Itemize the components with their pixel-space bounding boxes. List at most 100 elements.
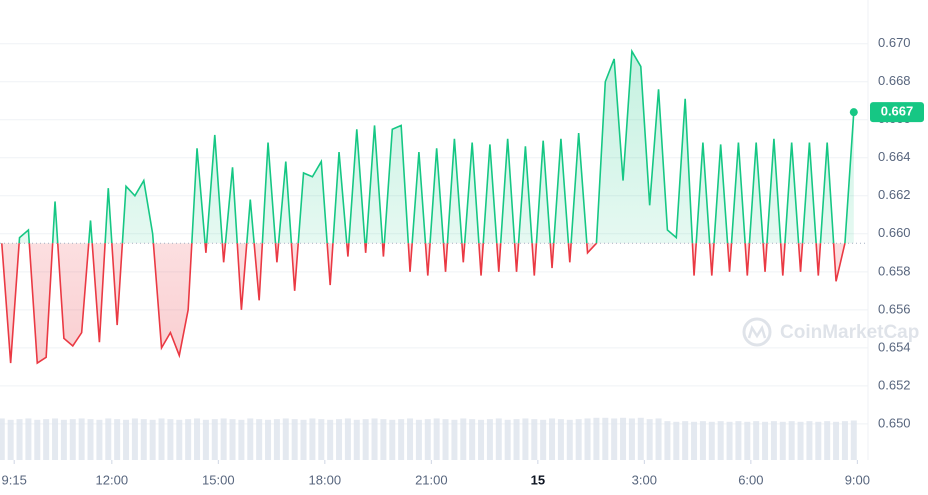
volume-bar	[344, 418, 351, 460]
volume-bar	[602, 417, 609, 460]
area-above	[19, 51, 854, 244]
volume-bar	[256, 419, 263, 460]
x-tick-label: 3:00	[632, 472, 657, 487]
y-tick-label: 0.654	[878, 339, 911, 354]
volume-bar	[735, 421, 742, 460]
volume-bar	[682, 421, 689, 460]
volume-bar	[433, 418, 440, 460]
volume-bar	[824, 421, 831, 460]
volume-bar	[69, 419, 76, 460]
volume-bar	[815, 421, 822, 460]
volume-bar	[495, 418, 502, 460]
volume-bar	[486, 419, 493, 460]
volume-bar	[16, 419, 23, 460]
volume-bar	[7, 419, 14, 460]
volume-bar	[309, 418, 316, 460]
watermark: CoinMarketCap	[742, 317, 919, 347]
volume-bar	[25, 418, 32, 460]
y-tick-label: 0.656	[878, 301, 911, 316]
volume-bar	[291, 419, 298, 460]
price-line-above	[1, 48, 855, 244]
volume-bar	[762, 421, 769, 460]
volume-bar	[265, 419, 272, 460]
volume-bar	[770, 421, 777, 460]
price-tag-label: 0.667	[881, 104, 914, 119]
x-tick-label: 9:00	[845, 472, 870, 487]
volume-bar	[167, 419, 174, 460]
volume-bar	[646, 419, 653, 460]
volume-bar	[753, 421, 760, 460]
volume-bar	[0, 418, 5, 460]
y-tick-label: 0.670	[878, 35, 911, 50]
volume-bar	[52, 418, 59, 460]
x-tick-label: 6:00	[738, 472, 763, 487]
volume-bar	[78, 418, 85, 460]
volume-bar	[389, 419, 396, 460]
volume-bar	[220, 418, 227, 460]
volume-bar	[841, 421, 848, 460]
volume-bar	[96, 419, 103, 460]
volume-bar	[557, 419, 564, 460]
volume-bar	[229, 419, 236, 460]
y-tick-label: 0.662	[878, 187, 911, 202]
volume-bar	[850, 420, 857, 460]
volume-bar	[566, 419, 573, 460]
volume-bar	[185, 419, 192, 460]
y-tick-label: 0.650	[878, 415, 911, 430]
volume-bar	[504, 419, 511, 460]
x-tick-label: 15:00	[202, 472, 235, 487]
volume-bar	[628, 418, 635, 460]
volume-bar	[611, 418, 618, 460]
y-tick-label: 0.668	[878, 73, 911, 88]
volume-bar	[149, 419, 156, 460]
volume-bar	[327, 419, 334, 460]
x-tick-label: 15	[531, 472, 545, 487]
volume-bar	[708, 421, 715, 460]
volume-bar	[655, 418, 662, 460]
volume-bar	[549, 418, 556, 460]
x-tick-label: 9:15	[2, 472, 27, 487]
volume-bar	[451, 419, 458, 460]
volume-bar	[726, 421, 733, 460]
volume-bar	[673, 421, 680, 460]
x-tick-label: 12:00	[96, 472, 129, 487]
volume-bar	[336, 419, 343, 460]
volume-bar	[415, 419, 422, 460]
volume-bar	[87, 419, 94, 460]
volume-bar	[460, 418, 467, 460]
volume-bar	[202, 419, 209, 460]
x-tick-label: 18:00	[309, 472, 342, 487]
volume-bar	[318, 419, 325, 460]
price-tag	[870, 102, 924, 123]
volume-bar	[114, 419, 121, 460]
volume-bar	[176, 419, 183, 460]
volume-bar	[140, 419, 147, 460]
volume-bar	[362, 419, 369, 460]
volume-bar	[797, 421, 804, 460]
y-tick-label: 0.652	[878, 377, 911, 392]
volume-bar	[664, 421, 671, 460]
volume-bar	[833, 421, 840, 460]
volume-bar	[123, 419, 130, 460]
y-tick-label: 0.658	[878, 263, 911, 278]
volume-bar	[194, 418, 201, 460]
volume-bar	[469, 419, 476, 460]
volume-bar	[407, 418, 414, 460]
volume-bar	[540, 419, 547, 460]
volume-bar	[353, 419, 360, 460]
volume-bar	[717, 421, 724, 460]
volume-bar	[575, 419, 582, 460]
volume-bar	[282, 418, 289, 460]
volume-bar	[593, 417, 600, 460]
volume-bar	[158, 418, 165, 460]
volume-bar	[238, 419, 245, 460]
volume-bar	[300, 419, 307, 460]
volume-bar	[398, 419, 405, 460]
volume-bar	[273, 419, 280, 460]
volume-bar	[34, 419, 41, 460]
volume-bar	[531, 419, 538, 460]
volume-bar	[60, 419, 67, 460]
volume-bar	[620, 417, 627, 460]
volume-bar	[584, 418, 591, 460]
